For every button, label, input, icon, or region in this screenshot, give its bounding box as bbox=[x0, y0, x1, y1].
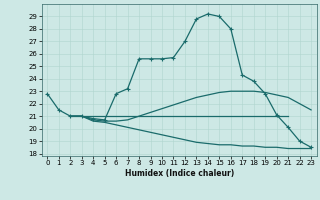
X-axis label: Humidex (Indice chaleur): Humidex (Indice chaleur) bbox=[124, 169, 234, 178]
